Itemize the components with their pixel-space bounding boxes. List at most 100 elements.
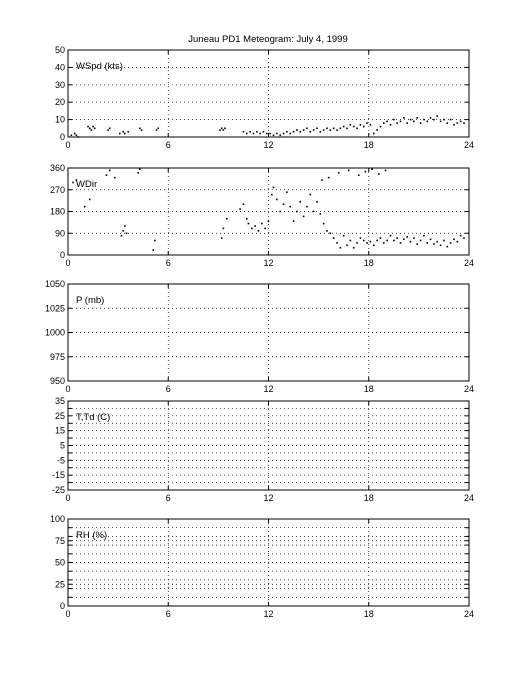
x-tick-label: 18 <box>364 258 374 268</box>
data-point <box>289 132 292 135</box>
y-tick-label: 40 <box>55 62 65 72</box>
y-tick-label: 1025 <box>45 303 65 313</box>
data-point <box>299 130 302 133</box>
data-point <box>379 125 382 128</box>
data-point <box>439 244 442 247</box>
data-point <box>87 125 89 128</box>
data-point <box>349 124 352 126</box>
y-tick-label: 25 <box>55 411 65 421</box>
x-tick-label: 24 <box>464 493 474 503</box>
data-point <box>366 242 368 244</box>
data-point <box>376 239 378 242</box>
data-point <box>371 168 373 171</box>
y-tick-label: -15 <box>52 470 65 480</box>
data-point <box>352 125 355 128</box>
data-point <box>224 127 226 130</box>
data-point <box>449 118 452 121</box>
x-tick-label: 0 <box>65 384 70 394</box>
data-point <box>262 130 265 133</box>
data-point <box>219 129 221 131</box>
data-point <box>369 240 372 243</box>
data-point <box>322 129 325 131</box>
data-point <box>222 129 225 131</box>
data-point <box>276 132 278 135</box>
data-point <box>406 236 408 238</box>
data-point <box>386 239 388 242</box>
data-point <box>124 132 126 135</box>
data-point <box>75 179 78 181</box>
x-tick-label: 18 <box>364 609 374 619</box>
data-point <box>403 238 405 241</box>
data-point <box>399 242 402 244</box>
x-tick-label: 18 <box>364 493 374 503</box>
data-point <box>436 115 439 117</box>
data-point <box>356 127 358 130</box>
data-point <box>403 117 405 119</box>
data-point <box>426 120 429 123</box>
data-point <box>306 127 308 130</box>
x-tick-label: 6 <box>166 258 171 268</box>
data-point <box>359 237 362 239</box>
data-point <box>337 172 340 174</box>
data-point <box>312 129 315 131</box>
data-point <box>282 132 285 135</box>
data-point <box>384 169 387 172</box>
y-tick-label: 10 <box>55 115 65 125</box>
data-point <box>357 174 360 177</box>
y-tick-label: 0 <box>60 132 65 142</box>
data-point <box>124 225 126 227</box>
data-series <box>70 115 465 138</box>
data-point <box>90 129 93 131</box>
x-tick-label: 6 <box>166 384 171 394</box>
x-tick-label: 12 <box>263 140 273 150</box>
data-point <box>306 205 308 208</box>
data-point <box>329 129 332 131</box>
data-point <box>93 127 96 130</box>
data-point <box>296 129 298 131</box>
data-point <box>254 225 256 227</box>
x-tick-label: 24 <box>464 258 474 268</box>
data-point <box>286 130 288 133</box>
data-point <box>396 237 398 239</box>
data-point <box>356 242 358 244</box>
y-tick-label: 5 <box>60 441 65 451</box>
data-point <box>286 191 288 193</box>
data-point <box>279 134 281 137</box>
data-point <box>272 134 275 137</box>
data-point <box>152 249 155 251</box>
y-tick-label: 180 <box>50 207 65 217</box>
data-point <box>279 210 281 213</box>
data-point <box>423 118 425 121</box>
data-point <box>364 170 367 173</box>
data-point <box>122 230 124 232</box>
data-point <box>429 117 432 119</box>
data-point <box>267 220 270 222</box>
x-tick-label: 24 <box>464 384 474 394</box>
data-point <box>289 205 292 208</box>
data-point <box>113 176 116 179</box>
plot-area <box>68 50 469 137</box>
data-point <box>332 237 335 239</box>
y-tick-label: 0 <box>60 250 65 260</box>
x-tick-label: 12 <box>263 493 273 503</box>
data-point <box>362 239 365 242</box>
y-tick-label: 270 <box>50 185 65 195</box>
data-point <box>456 240 459 243</box>
x-tick-label: 0 <box>65 140 70 150</box>
data-point <box>352 246 355 249</box>
data-point <box>77 136 79 138</box>
data-point <box>446 122 449 124</box>
x-tick-label: 12 <box>263 258 273 268</box>
x-tick-label: 18 <box>364 140 374 150</box>
data-point <box>346 244 348 247</box>
data-point <box>282 203 285 206</box>
data-point <box>220 127 223 130</box>
data-point <box>377 173 380 175</box>
data-point <box>393 239 395 242</box>
data-point <box>459 120 462 123</box>
data-point <box>220 237 223 239</box>
data-point <box>456 122 459 124</box>
data-point <box>88 127 91 130</box>
panel-label: P (mb) <box>76 295 104 306</box>
